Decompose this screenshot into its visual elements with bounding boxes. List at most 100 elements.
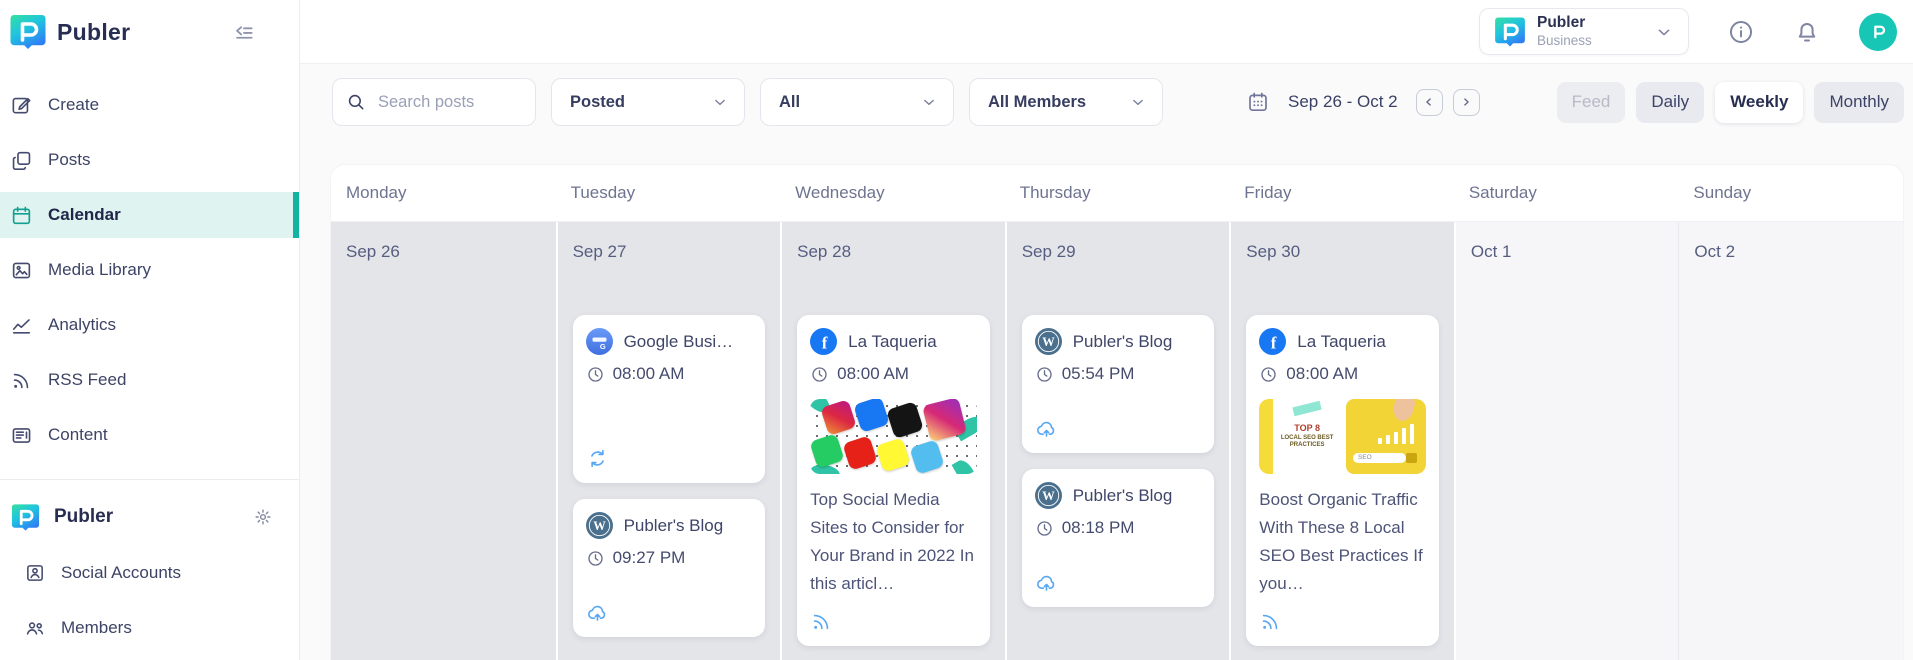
- previous-week-button[interactable]: [1415, 88, 1443, 116]
- wordpress-icon: W: [585, 512, 613, 539]
- clock-icon: [810, 365, 829, 384]
- day-date-label: Sep 26: [346, 242, 400, 261]
- sidebar-item-label: Create: [48, 95, 100, 114]
- post-card-publer-s-blog-05-54-pm[interactable]: W Publer's Blog 05:54 PM: [1021, 315, 1215, 453]
- cloud-upload-status-icon: [1035, 417, 1058, 440]
- workspace-selector[interactable]: Publer Business: [1479, 8, 1689, 55]
- view-button-monthly[interactable]: Monthly: [1814, 81, 1904, 123]
- calendar-range-icon[interactable]: [1246, 90, 1270, 114]
- day-header-sunday: Sunday: [1693, 183, 1752, 202]
- post-time: 08:00 AM: [1286, 364, 1359, 383]
- user-avatar[interactable]: [1859, 12, 1897, 51]
- recycle-status-icon: [586, 447, 609, 470]
- day-column-sep-26[interactable]: Sep 26: [331, 222, 556, 660]
- day-date-label: Sep 28: [797, 242, 852, 261]
- day-column-sep-30[interactable]: Sep 30 f La Taqueria 08:00 AM TOP 8 LOCAL SEO…: [1229, 222, 1454, 660]
- workspace-item-members[interactable]: Members: [0, 605, 299, 651]
- workspace-selector-logo-icon: [1493, 15, 1527, 49]
- workspace-selector-plan: Business: [1537, 32, 1592, 48]
- next-week-button[interactable]: [1452, 88, 1480, 116]
- app-logo: Publer: [8, 12, 130, 52]
- wordpress-icon: W: [1034, 482, 1062, 509]
- sidebar-item-content[interactable]: Content: [0, 412, 299, 458]
- view-button-daily[interactable]: Daily: [1636, 81, 1705, 123]
- sidebar-divider: [0, 479, 299, 480]
- sidebar-item-label: Posts: [48, 150, 91, 169]
- sidebar-item-label: RSS Feed: [48, 370, 127, 389]
- post-card-publer-s-blog-08-18-pm[interactable]: W Publer's Blog 08:18 PM: [1021, 469, 1215, 607]
- workspace-row[interactable]: Publer: [0, 496, 299, 538]
- sidebar-item-label: Media Library: [48, 260, 151, 279]
- chevron-down-icon: [1128, 92, 1148, 112]
- svg-text:G: G: [599, 342, 605, 351]
- day-column-oct-1[interactable]: Oct 1: [1453, 222, 1679, 660]
- post-time: 09:27 PM: [612, 548, 686, 567]
- day-date-label: Sep 27: [572, 242, 627, 261]
- info-icon[interactable]: [1727, 18, 1755, 46]
- post-card-la-taqueria-08-00-am[interactable]: f La Taqueria 08:00 AM TOP 8 LOCAL SEO BEST …: [1246, 315, 1439, 646]
- post-thumbnail-seo: TOP 8 LOCAL SEO BEST PRACTICES SEO: [1259, 399, 1426, 474]
- thumbnail-right-pane: SEO: [1345, 399, 1426, 474]
- post-account-name: Google Busi…: [623, 331, 734, 351]
- hand-graphic: [1390, 399, 1417, 424]
- sidebar-item-label: Analytics: [48, 315, 117, 334]
- sidebar-header: Publer: [0, 0, 299, 52]
- workspace-selector-texts: Publer Business: [1537, 14, 1643, 48]
- day-date-label: Oct 1: [1470, 242, 1512, 261]
- filter-dropdown-all[interactable]: All: [760, 78, 954, 126]
- sidebar-item-analytics[interactable]: Analytics: [0, 302, 299, 348]
- sidebar-item-rss-feed[interactable]: RSS Feed: [0, 357, 299, 403]
- collapse-sidebar-icon[interactable]: [231, 19, 257, 45]
- thumbnail-left-pane: TOP 8 LOCAL SEO BEST PRACTICES: [1259, 399, 1341, 474]
- post-account-name: Publer's Blog: [623, 515, 724, 535]
- day-column-sep-28[interactable]: Sep 28 f La Taqueria 08:00 AM Top Social Med…: [780, 222, 1005, 660]
- notifications-bell-icon[interactable]: [1793, 18, 1821, 46]
- facebook-icon: f: [1259, 328, 1287, 355]
- main-area: Publer Business Posted All All Members Sep…: [300, 0, 1913, 660]
- rss-icon: [10, 369, 33, 392]
- social-accounts-icon: [24, 562, 46, 584]
- post-text: Boost Organic Traffic With These 8 Local…: [1259, 490, 1423, 593]
- post-card-publer-s-blog-09-27-pm[interactable]: W Publer's Blog 09:27 PM: [572, 499, 766, 637]
- cloud-upload-status-icon: [586, 601, 609, 624]
- filter-dropdown-posted[interactable]: Posted: [551, 78, 745, 126]
- filter-dropdown-all-members[interactable]: All Members: [969, 78, 1163, 126]
- post-text: Top Social Media Sites to Consider for Y…: [810, 490, 974, 593]
- clock-icon: [586, 365, 605, 384]
- calendar-icon: [10, 204, 33, 227]
- day-column-sep-29[interactable]: Sep 29 W Publer's Blog 05:54 PM W Publer's Bl…: [1004, 222, 1230, 660]
- workspace-item-label: Members: [61, 618, 132, 637]
- sidebar-item-create[interactable]: Create: [0, 82, 299, 128]
- toolbar: Posted All All Members Sep 26 - Oct 2 Feed…: [332, 78, 1904, 126]
- google-business-icon: G: [585, 328, 613, 355]
- post-card-la-taqueria-08-00-am[interactable]: f La Taqueria 08:00 AM Top Social Media Sit…: [797, 315, 990, 646]
- workspace-selector-name: Publer: [1537, 14, 1586, 32]
- day-column-sep-27[interactable]: Sep 27 G Google Busi… 08:00 AM W Publer's Blo…: [555, 222, 781, 660]
- search-input[interactable]: [376, 91, 523, 113]
- filter-label: All: [779, 92, 801, 111]
- post-account-name: Publer's Blog: [1072, 331, 1173, 351]
- sidebar-item-calendar[interactable]: Calendar: [0, 192, 299, 238]
- date-range-label: Sep 26 - Oct 2: [1288, 92, 1398, 111]
- post-time: 08:00 AM: [837, 364, 909, 383]
- media-icon: [10, 259, 33, 282]
- post-card-google-busi-08-00-am[interactable]: G Google Busi… 08:00 AM: [572, 315, 766, 483]
- sidebar-item-posts[interactable]: Posts: [0, 137, 299, 183]
- clock-icon: [1035, 519, 1054, 538]
- day-header-saturday: Saturday: [1468, 183, 1537, 202]
- sidebar-item-media-library[interactable]: Media Library: [0, 247, 299, 293]
- workspace-item-social-accounts[interactable]: Social Accounts: [0, 550, 299, 596]
- workspace-settings-gear-icon[interactable]: [253, 507, 273, 527]
- facebook-icon: f: [810, 328, 838, 355]
- filter-label: All Members: [988, 92, 1087, 111]
- app-name: Publer: [57, 18, 131, 45]
- view-button-feed[interactable]: Feed: [1556, 81, 1626, 123]
- view-button-weekly[interactable]: Weekly: [1715, 81, 1804, 123]
- sidebar: Publer Create Posts Calendar Media Library A…: [0, 0, 300, 660]
- day-column-oct-2[interactable]: Oct 2: [1678, 222, 1903, 660]
- sidebar-item-label: Content: [48, 425, 108, 444]
- post-account-name: La Taqueria: [848, 331, 937, 351]
- chevron-down-icon: [710, 92, 730, 112]
- svg-text:W: W: [1042, 489, 1055, 503]
- svg-text:W: W: [593, 519, 606, 533]
